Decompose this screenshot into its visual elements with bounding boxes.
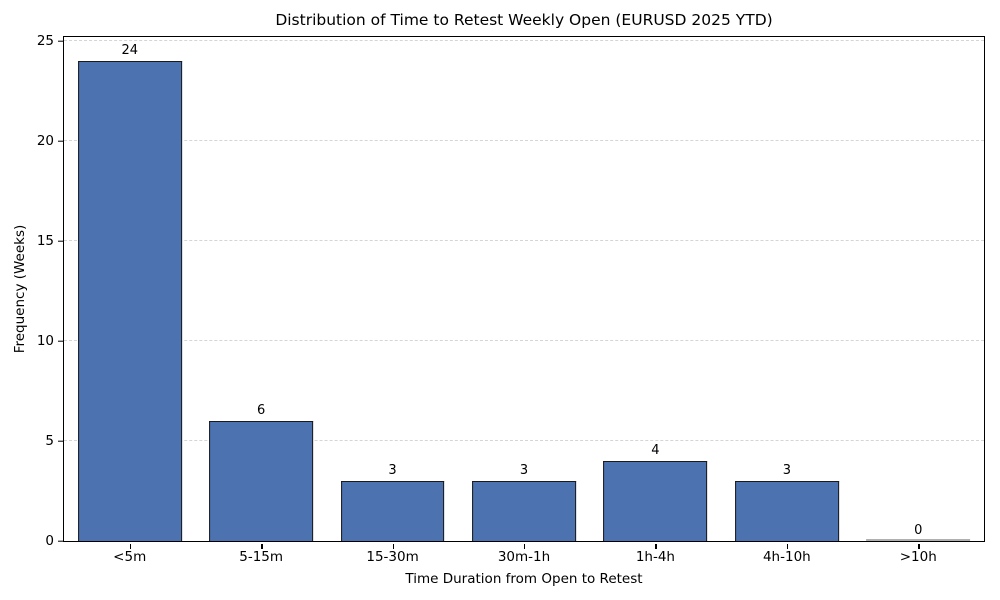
bar [77,61,182,541]
bar-slot: 3 4h-10h [721,37,852,565]
bar-value-label: 4 [651,443,660,459]
y-axis-tick-label: 10 [36,332,54,349]
y-axis-tick-label: 5 [45,432,54,449]
bar [734,481,839,541]
bar [340,481,445,541]
x-axis-tick [129,543,132,549]
x-axis-tick [655,543,657,549]
bar [209,421,314,541]
bar [472,481,576,541]
x-axis-tick-label: 15-30m [366,549,419,565]
y-axis-tick [58,40,63,42]
x-axis-tick-label: 30m-1h [497,549,551,565]
bar-value-label: 24 [121,43,138,58]
bar-slot: 6 5-15m [195,37,326,565]
bar-value-label: 3 [782,463,791,478]
y-axis-tick [58,440,63,442]
plot-area: 0 5 10 15 20 25 24 <5m 6 5-15m 3 15-30m 3 30m-1h 4 1h-4… [37,34,985,565]
bar [866,539,971,541]
y-gridline [64,40,984,41]
bar-value-label: 3 [388,463,397,478]
y-axis-tick-label: 15 [36,232,54,249]
y-axis-tick-label: 25 [36,32,54,49]
bar-slot: 0 >10h [853,37,984,565]
y-axis-tick [58,540,63,542]
x-axis-tick [786,543,789,549]
bar-value-label: 6 [256,403,266,418]
bar-value-label: 3 [519,463,529,478]
x-axis-tick-label: <5m [113,549,147,565]
y-gridline [64,240,984,241]
bar-value-label: 0 [914,523,923,538]
y-gridline [64,340,984,341]
x-axis-tick-label: >10h [899,549,937,565]
y-axis-tick-label: 20 [36,132,54,149]
x-axis-label: Time Duration from Open to Retest [405,571,643,587]
bar-slot: 24 <5m [64,37,195,565]
bar-slot: 4 1h-4h [590,37,721,565]
y-gridline [64,140,984,141]
y-axis-tick [58,240,63,242]
bar-slot: 3 15-30m [327,37,458,565]
x-axis-tick-label: 5-15m [239,549,284,565]
x-axis-tick [523,543,526,549]
x-axis-tick-label: 1h-4h [635,549,675,565]
y-gridline [64,440,984,441]
y-axis-tick-label: 0 [45,532,54,549]
y-axis-label: Frequency (Weeks) [12,224,28,354]
y-axis-tick [58,140,63,142]
x-axis-tick [918,543,920,549]
bar-slot: 3 30m-1h [458,37,589,565]
y-axis-tick [58,340,63,342]
x-axis-tick [261,543,263,549]
bar [603,461,708,541]
x-axis-tick-label: 4h-10h [762,549,811,565]
chart-title: Distribution of Time to Retest Weekly Op… [275,11,773,29]
x-axis-tick [392,543,394,549]
